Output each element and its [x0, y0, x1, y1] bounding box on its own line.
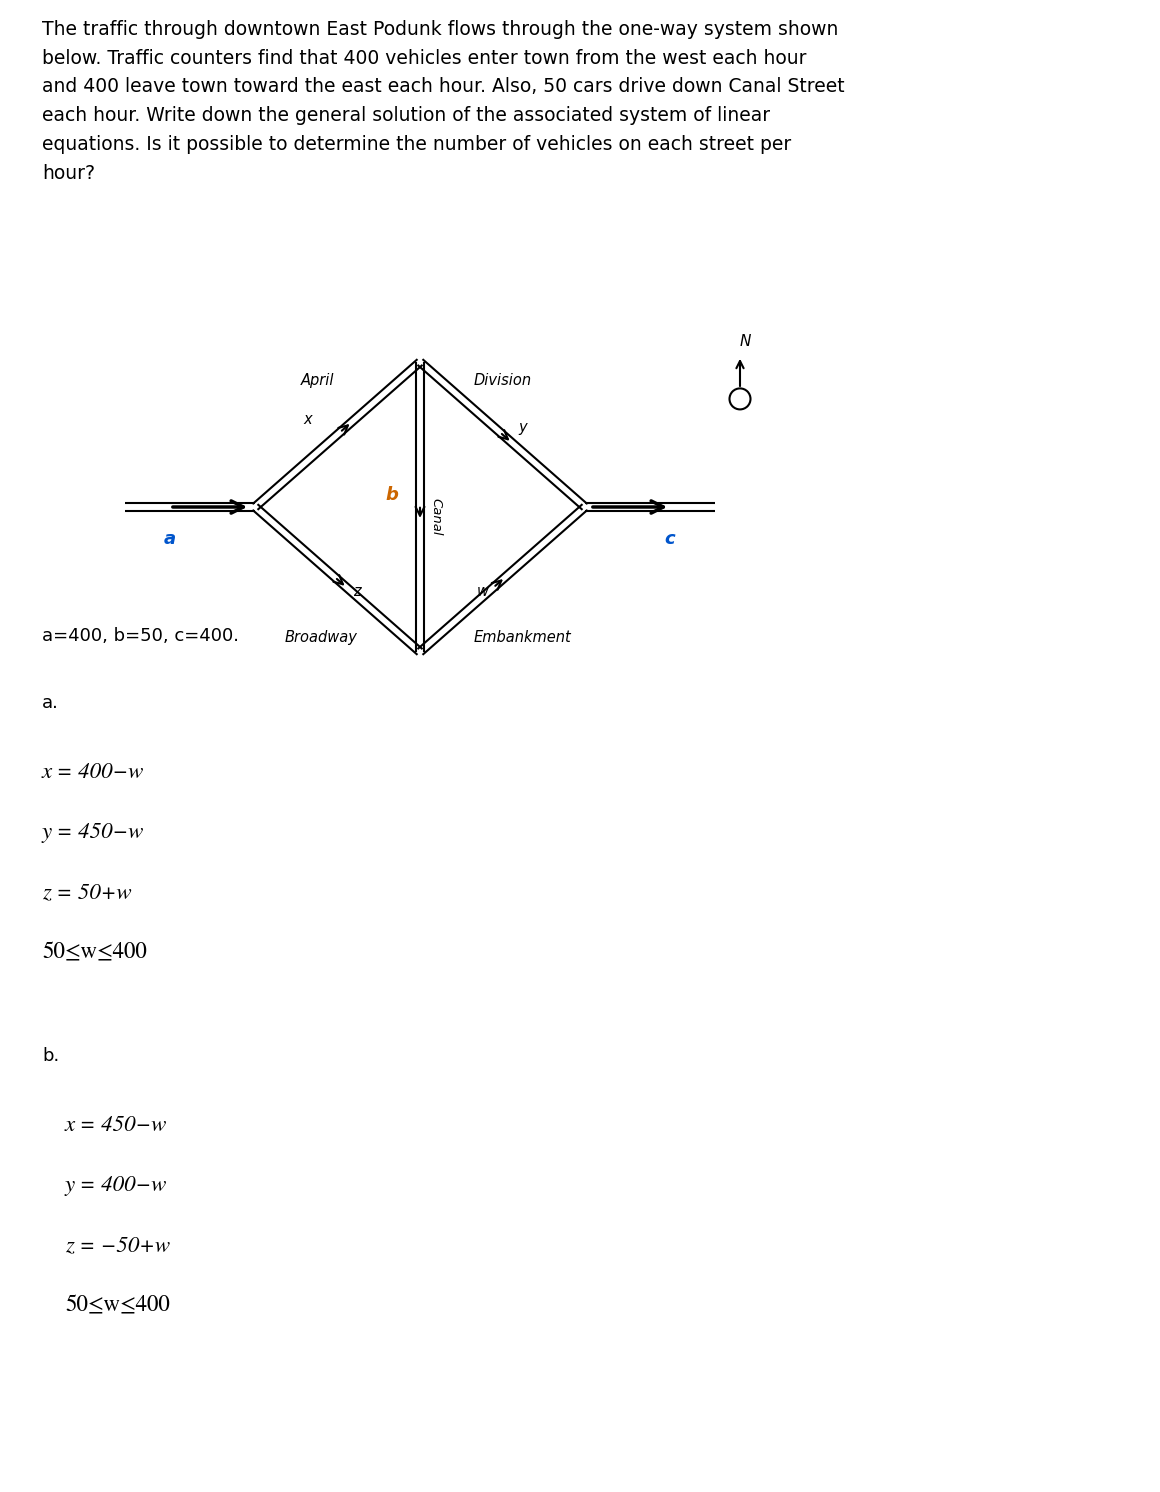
Text: 50≤w≤400: 50≤w≤400: [42, 941, 147, 964]
Text: 50≤w≤400: 50≤w≤400: [65, 1295, 169, 1316]
Text: a.: a.: [42, 694, 59, 712]
Text: Broadway: Broadway: [284, 630, 357, 645]
Text: w: w: [477, 583, 488, 598]
Text: y: y: [519, 419, 527, 434]
Text: a: a: [164, 530, 176, 548]
Text: The traffic through downtown East Podunk flows through the one-way system shown
: The traffic through downtown East Podunk…: [42, 19, 844, 182]
Text: c: c: [665, 530, 675, 548]
Text: April: April: [300, 373, 334, 388]
Text: y = 450−w: y = 450−w: [42, 822, 144, 843]
Text: x = 450−w: x = 450−w: [65, 1115, 167, 1135]
Text: b.: b.: [42, 1047, 59, 1065]
Text: Division: Division: [473, 373, 531, 388]
Text: x: x: [304, 412, 312, 428]
Text: b: b: [385, 486, 398, 504]
Text: Embankment: Embankment: [473, 630, 571, 645]
Text: N: N: [739, 334, 751, 349]
Text: z = 50+w: z = 50+w: [42, 882, 131, 903]
Text: x = 400−w: x = 400−w: [42, 762, 144, 783]
Text: Canal: Canal: [429, 498, 442, 536]
Text: y = 400−w: y = 400−w: [65, 1176, 167, 1197]
Text: z = −50+w: z = −50+w: [65, 1235, 171, 1256]
Text: z: z: [354, 583, 361, 598]
Text: a=400, b=50, c=400.: a=400, b=50, c=400.: [42, 627, 239, 645]
